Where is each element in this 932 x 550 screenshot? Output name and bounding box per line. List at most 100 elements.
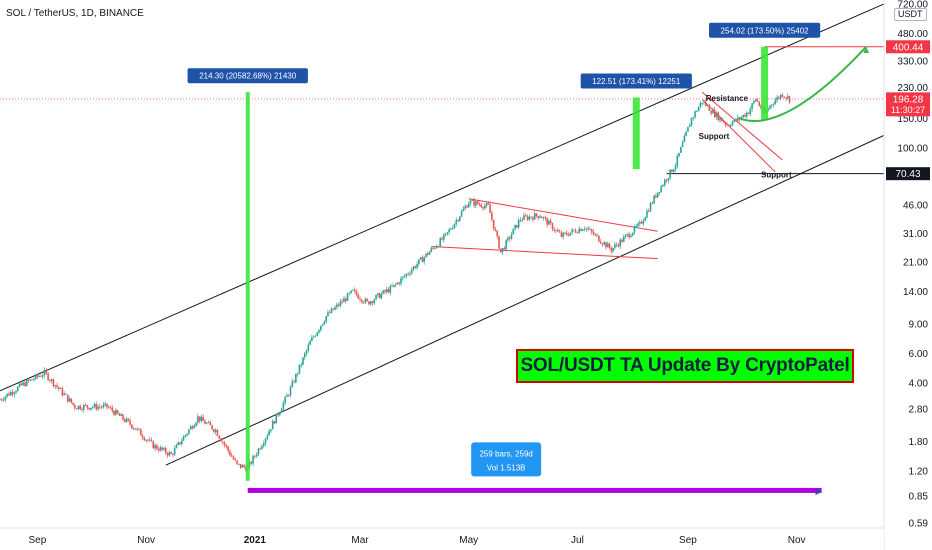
candle: [204, 419, 206, 424]
candle: [86, 404, 89, 411]
candle-body: [562, 232, 564, 237]
candle: [407, 271, 409, 276]
candle-body: [728, 125, 730, 126]
candle-body: [622, 236, 625, 242]
candle: [715, 111, 718, 120]
candle-body: [136, 428, 139, 430]
candle: [343, 295, 345, 303]
candle: [189, 424, 192, 430]
candle-body: [232, 456, 235, 460]
candle: [551, 222, 554, 232]
candle: [731, 120, 734, 127]
candle-body: [339, 301, 342, 306]
candle: [284, 395, 286, 406]
annotation-3: Support: [761, 170, 792, 179]
candle-body: [412, 266, 415, 270]
candle: [243, 463, 245, 469]
candle-body: [24, 382, 26, 386]
candle: [487, 200, 490, 206]
candle-body: [198, 416, 201, 421]
candle: [109, 405, 112, 410]
candle: [419, 256, 422, 260]
candle: [558, 229, 561, 233]
candle-body: [84, 405, 87, 406]
candle-body: [70, 398, 73, 403]
candle-body: [4, 396, 7, 400]
candle: [489, 201, 491, 213]
candle-body: [350, 290, 352, 294]
candle: [669, 169, 671, 180]
candle: [184, 434, 187, 439]
candle-body: [781, 94, 784, 97]
y-tick-label: 2.80: [909, 405, 929, 416]
candle-body: [330, 308, 333, 313]
candle-body: [537, 215, 540, 218]
candle: [293, 379, 295, 384]
candle-body: [118, 413, 121, 416]
candle: [207, 420, 210, 424]
candle: [451, 225, 454, 230]
pattern-line-3: [701, 91, 783, 161]
candle-body: [321, 324, 324, 326]
candle: [34, 373, 37, 381]
candle-body: [220, 438, 222, 442]
candle-body: [295, 374, 297, 383]
candle-body: [109, 407, 112, 409]
candle: [227, 445, 229, 454]
candle: [512, 228, 515, 235]
candle-body: [756, 99, 759, 102]
candle: [651, 201, 654, 205]
candle: [710, 109, 712, 116]
candle: [232, 455, 235, 461]
candle: [366, 297, 368, 303]
candle-body: [344, 298, 347, 301]
candle-body: [653, 195, 655, 204]
candle-body: [418, 259, 420, 265]
measure-bar-1: [245, 92, 250, 481]
candle: [396, 281, 399, 285]
candle: [498, 235, 500, 250]
candle-body: [738, 117, 741, 120]
candle: [532, 215, 534, 223]
candle-body: [2, 399, 5, 401]
candle: [537, 215, 540, 221]
candle: [122, 413, 124, 422]
candle: [653, 195, 655, 205]
candle: [81, 407, 83, 412]
candle-body: [20, 383, 23, 386]
candle-body: [503, 247, 506, 250]
candle: [478, 201, 481, 207]
candle: [22, 381, 24, 387]
candle: [712, 107, 714, 114]
candle-body: [45, 369, 48, 374]
candle-body: [389, 286, 392, 293]
candle-body: [205, 422, 208, 424]
candle: [557, 227, 559, 232]
candle-body: [608, 243, 611, 248]
candle: [690, 117, 693, 127]
candle-body: [33, 379, 35, 380]
currency-badge[interactable]: USDT: [894, 8, 927, 21]
candle: [321, 323, 324, 327]
candle-body: [516, 225, 518, 228]
measure-bar-3: [761, 46, 769, 121]
candle-body: [8, 393, 10, 396]
candle-body: [672, 169, 675, 172]
candle-body: [660, 186, 663, 193]
candle-body: [642, 220, 645, 224]
y-tick-label: 31.00: [903, 229, 928, 240]
candle: [49, 378, 51, 383]
candle: [138, 428, 140, 431]
candle: [671, 169, 673, 173]
candle: [113, 409, 115, 417]
candle: [580, 228, 582, 232]
candle: [99, 403, 101, 410]
candle-body: [469, 200, 472, 204]
candle-body: [97, 406, 99, 410]
candle: [450, 227, 452, 231]
candle-body: [9, 392, 12, 396]
candle-body: [448, 229, 450, 233]
y-tick-label: 720.00: [897, 0, 928, 10]
candle-body: [726, 124, 728, 126]
